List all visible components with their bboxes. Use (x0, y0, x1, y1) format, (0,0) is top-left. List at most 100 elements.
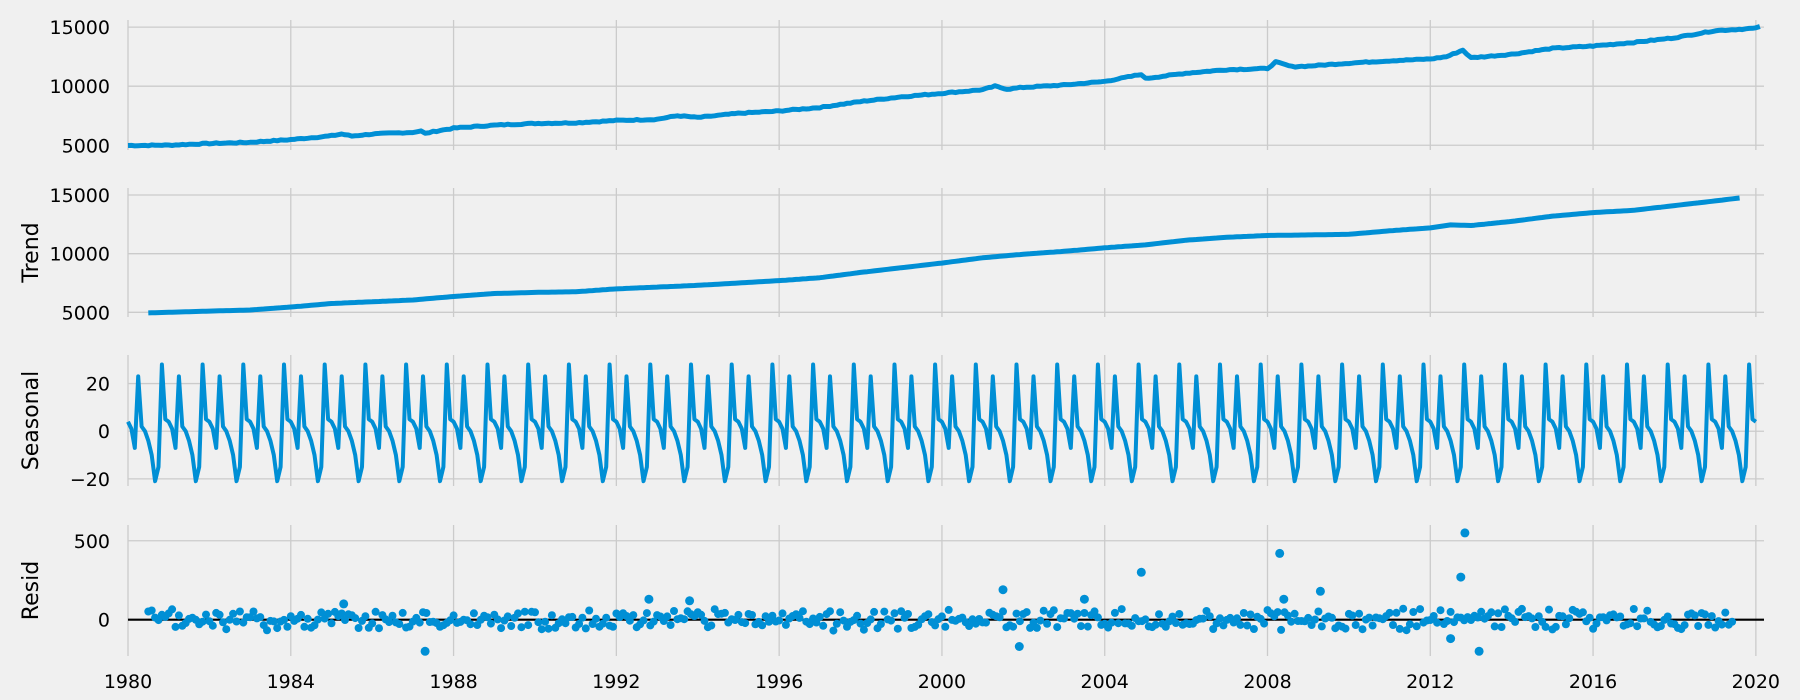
resid-point (273, 624, 282, 633)
resid-point (1175, 610, 1184, 618)
resid-point (1561, 620, 1570, 629)
resid-point (1080, 609, 1089, 617)
resid-point (1236, 620, 1245, 629)
resid-point (1304, 613, 1313, 622)
resid-point (449, 611, 458, 620)
resid-point (280, 615, 288, 624)
resid-point (531, 608, 539, 617)
resid-point (1402, 626, 1411, 635)
resid-point (602, 613, 611, 622)
resid-point (1049, 606, 1058, 615)
resid-point (1233, 614, 1241, 623)
resid-point (815, 612, 824, 621)
xtick-label-2000: 2000 (918, 671, 966, 693)
resid-point (198, 617, 207, 626)
resid-point (1477, 607, 1486, 616)
resid-point (836, 608, 845, 617)
resid-point (859, 625, 868, 634)
resid-point (1389, 621, 1397, 629)
resid-point (232, 617, 241, 626)
resid-point (870, 607, 879, 616)
resid-point (208, 621, 217, 630)
resid-point (361, 612, 370, 621)
resid-point (1358, 625, 1367, 634)
resid-point (670, 607, 678, 615)
resid-point (680, 615, 689, 624)
ytick-label: 20 (86, 374, 110, 396)
observed-ytick-labels: 5000 10000 15000 (50, 17, 110, 157)
ytick-label: 500 (74, 531, 110, 553)
resid-point (1053, 623, 1062, 632)
resid-point (1531, 623, 1540, 631)
resid-panel: 0 500 Resid (19, 525, 1764, 656)
resid-point (547, 611, 556, 620)
resid-point (368, 619, 377, 628)
trend-series (148, 195, 1740, 316)
resid-point (866, 615, 875, 624)
resid-point (741, 619, 750, 628)
resid-series (128, 528, 1764, 656)
resid-point (466, 620, 475, 629)
resid-point (897, 607, 906, 616)
resid-point (174, 611, 183, 620)
resid-outlier-point (644, 594, 654, 604)
resid-point (826, 607, 834, 616)
resid-point (1490, 622, 1499, 631)
resid-point (1565, 614, 1574, 623)
resid-point (1656, 622, 1665, 630)
resid-point (1110, 608, 1119, 617)
resid-point (1243, 621, 1252, 630)
resid-point (395, 620, 404, 628)
resid-point (700, 616, 709, 625)
resid-point (1077, 622, 1085, 631)
resid-point (283, 622, 292, 631)
resid-point (486, 619, 495, 628)
resid-point (415, 618, 424, 627)
resid-point (832, 619, 841, 628)
resid-outlier-point (1315, 586, 1325, 596)
resid-point (1707, 612, 1716, 621)
resid-point (839, 616, 848, 625)
resid-point (748, 611, 756, 619)
resid-point (534, 618, 543, 627)
resid-point (375, 624, 383, 633)
resid-point (1368, 621, 1377, 630)
resid-point (1633, 622, 1642, 631)
resid-outlier-point (998, 585, 1008, 595)
resid-point (1528, 614, 1536, 623)
resid-point (937, 612, 946, 621)
resid-point (1249, 625, 1258, 633)
resid-point (1412, 622, 1421, 631)
resid-point (1283, 611, 1292, 620)
resid-point (642, 609, 651, 618)
ytick-label: 0 (98, 421, 110, 443)
resid-point (1012, 609, 1021, 618)
resid-point (1155, 610, 1163, 619)
resid-point (398, 608, 407, 617)
resid-point (1429, 612, 1438, 620)
resid-point (1399, 604, 1408, 613)
resid-point (388, 611, 397, 620)
resid-point (649, 617, 658, 626)
resid-outlier-point (339, 599, 349, 609)
resid-point (1409, 608, 1418, 616)
resid-point (324, 609, 333, 618)
resid-point (520, 607, 529, 616)
resid-point (778, 609, 787, 618)
resid-point (1545, 605, 1553, 614)
xtick-label-2016: 2016 (1569, 671, 1617, 693)
resid-point (995, 613, 1004, 622)
resid-point (1517, 604, 1526, 613)
resid-point (1039, 606, 1048, 615)
resid-point (707, 621, 716, 630)
resid-point (1239, 609, 1248, 617)
resid-point (313, 615, 322, 624)
resid-point (147, 606, 156, 615)
resid-point (1314, 607, 1323, 616)
resid-point (493, 615, 502, 624)
resid-point (1365, 613, 1374, 622)
resid-point (1355, 609, 1364, 618)
trend-ylabel: Trend (19, 222, 44, 283)
resid-point (734, 610, 743, 619)
resid-point (1446, 607, 1455, 616)
